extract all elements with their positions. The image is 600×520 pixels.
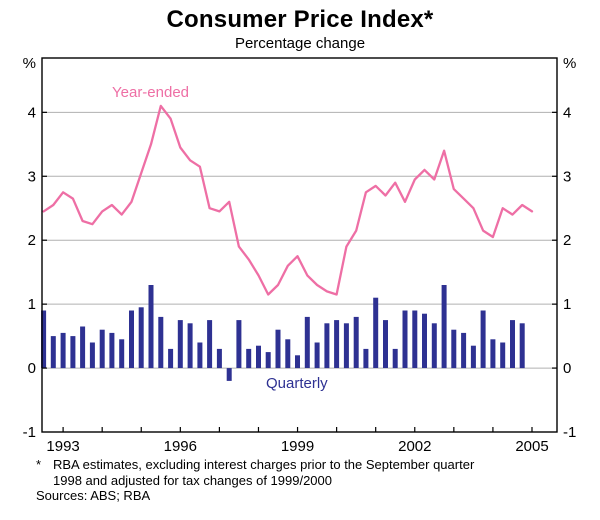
svg-text:2: 2 <box>28 232 36 249</box>
svg-text:1996: 1996 <box>164 438 197 455</box>
svg-text:1999: 1999 <box>281 438 314 455</box>
svg-text:%: % <box>563 55 576 72</box>
svg-text:4: 4 <box>28 104 36 121</box>
svg-text:1: 1 <box>28 296 36 313</box>
svg-text:2: 2 <box>563 232 571 249</box>
svg-text:-1: -1 <box>23 424 36 441</box>
chart-subtitle: Percentage change <box>234 35 366 52</box>
svg-text:2002: 2002 <box>398 438 431 455</box>
series-label-year-ended: Year-ended <box>112 84 190 101</box>
svg-text:2005: 2005 <box>515 438 548 455</box>
chart-title: Consumer Price Index* <box>166 6 434 33</box>
svg-text:0: 0 <box>28 360 36 377</box>
svg-text:1: 1 <box>563 296 571 313</box>
svg-text:0: 0 <box>563 360 571 377</box>
svg-text:-1: -1 <box>563 424 576 441</box>
footnote: * RBA estimates, excluding interest char… <box>36 457 586 488</box>
sources-text: Sources: ABS; RBA <box>36 488 151 503</box>
footnote-text: RBA estimates, excluding interest charge… <box>53 457 474 488</box>
svg-text:3: 3 <box>28 168 36 185</box>
svg-text:4: 4 <box>563 104 571 121</box>
footnote-line2: 1998 and adjusted for tax changes of 199… <box>53 472 332 488</box>
svg-text:%: % <box>23 55 36 72</box>
svg-text:1993: 1993 <box>46 438 79 455</box>
series-label-quarterly: Quarterly <box>266 375 328 392</box>
footnote-marker: * <box>36 457 42 472</box>
footnote-line1: RBA estimates, excluding interest charge… <box>53 457 475 472</box>
svg-text:3: 3 <box>563 168 571 185</box>
